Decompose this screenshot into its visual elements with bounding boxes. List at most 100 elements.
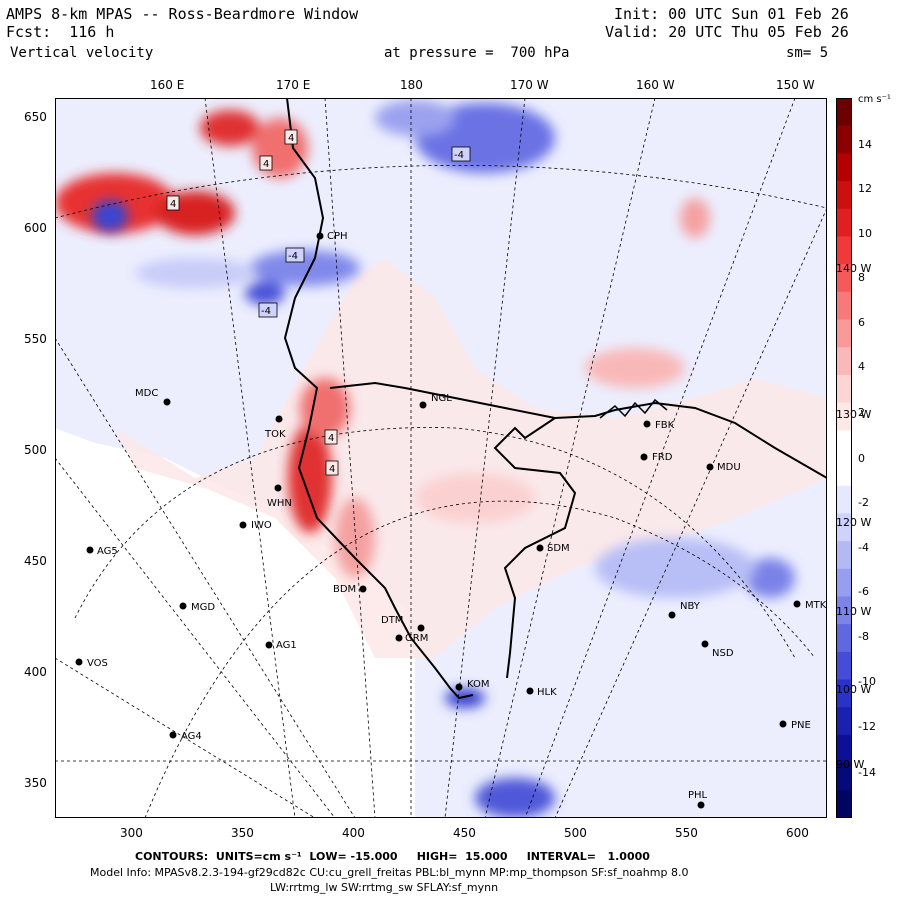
station-label: AG1: [276, 640, 297, 651]
colorbar-swatch: [836, 264, 852, 293]
colorbar-swatch: [836, 485, 852, 514]
station-label: SDM: [547, 543, 570, 554]
contour-labels: 4 4 4 -4 -4 -4 4 4: [166, 129, 471, 476]
station-label: PNE: [791, 720, 811, 731]
lon-label-top: 160 W: [636, 78, 675, 92]
station-label: AG4: [181, 731, 202, 742]
lon-label-top: 160 E: [150, 78, 185, 92]
coastline: [283, 98, 474, 700]
colorbar-swatch: [836, 651, 852, 681]
model-info-physics: LW:rrtmg_lw SW:rrtmg_sw SFLAY:sf_mynn: [270, 881, 499, 894]
x-tick-label: 450: [453, 826, 476, 840]
colorbar-label: -8: [858, 630, 869, 643]
field-name: Vertical velocity: [10, 45, 154, 61]
colorbar-label: 8: [858, 271, 865, 284]
pressure-level: at pressure = 700 hPa: [384, 45, 570, 61]
y-tick-label: 350: [24, 776, 47, 790]
x-tick-label: 350: [231, 826, 254, 840]
colorbar-swatch: [836, 541, 852, 570]
colorbar-label: -14: [858, 766, 876, 779]
colorbar-unit: cm s⁻¹: [858, 94, 891, 105]
x-tick-label: 300: [120, 826, 143, 840]
colorbar-swatch: [836, 347, 852, 376]
valid-time: Valid: 20 UTC Thu 05 Feb 26: [605, 23, 849, 41]
station-label: PHL: [688, 790, 708, 801]
colorbar-swatch: [836, 568, 852, 597]
lon-label-top: 170 W: [510, 78, 549, 92]
colorbar-swatch: [836, 734, 852, 764]
colorbar-frame: [836, 98, 852, 818]
station-label: DTM: [381, 615, 403, 626]
contour-label: -4: [288, 251, 298, 262]
contour-label: 4: [329, 464, 335, 475]
colorbar-swatch: [836, 707, 852, 736]
y-tick-label: 600: [24, 221, 47, 235]
colorbar-swatch: [836, 98, 852, 127]
station-label: HLK: [537, 687, 557, 698]
init-time: Init: 00 UTC Sun 01 Feb 26: [614, 5, 849, 23]
colorbar-swatch: [836, 402, 852, 431]
marie-byrd-coast: [599, 398, 668, 419]
contour-label: 4: [263, 159, 269, 170]
descent-zones: [92, 100, 795, 818]
station-label: GRM: [405, 633, 428, 644]
colorbar-swatch: [836, 153, 852, 182]
colorbar-label: 10: [858, 227, 872, 240]
station-label: MTK: [805, 600, 827, 611]
colorbar-swatch: [836, 679, 852, 708]
y-tick-label: 450: [24, 554, 47, 568]
y-tick-label: 650: [24, 110, 47, 124]
x-tick-label: 550: [675, 826, 698, 840]
contour-label: -4: [454, 150, 464, 161]
station-markers: CPH NGL MDC TOK WHN IWO AG5 MGD BDM DTM …: [75, 231, 827, 809]
colorbar-swatch: [836, 181, 852, 210]
weak-ascent-band: [115, 258, 827, 658]
lon-label-right: 90 W: [836, 758, 865, 771]
colorbar-label: 2: [858, 406, 865, 419]
station-label: VOS: [87, 658, 108, 669]
grounding-line: [493, 417, 577, 679]
smoothing: sm= 5: [786, 45, 829, 61]
contour-label: 4: [328, 433, 334, 444]
contour-info: CONTOURS: UNITS=cm s⁻¹ LOW= -15.000 HIGH…: [135, 850, 650, 863]
vertical-velocity-map: 4 4 4 -4 -4 -4 4 4 CPH NGL MDC TOK WHN I…: [55, 98, 827, 818]
x-tick-label: 600: [786, 826, 809, 840]
station-label: FBK: [655, 420, 675, 431]
lon-label-top: 150 W: [776, 78, 815, 92]
station-label: KOM: [467, 679, 490, 690]
station-label: NGL: [431, 393, 452, 404]
y-tick-label: 400: [24, 665, 47, 679]
station-label: MDC: [135, 388, 158, 399]
colorbar-swatch: [836, 762, 852, 791]
graticule: [55, 98, 827, 818]
lon-label-right: 140 W: [836, 262, 872, 275]
colorbar-swatch: [836, 513, 852, 542]
forecast-hour: Fcst: 116 h: [6, 23, 115, 41]
station-label: IWO: [251, 520, 272, 531]
ice-shelf-front: [329, 381, 827, 479]
contour-label: 4: [170, 199, 176, 210]
colorbar-label: -6: [858, 585, 869, 598]
station-label: BDM: [333, 584, 356, 595]
colorbar-swatch: [836, 319, 852, 348]
station-label: FRD: [652, 452, 673, 463]
colorbar-swatch: [836, 596, 852, 625]
x-tick-label: 400: [342, 826, 365, 840]
colorbar-swatch: [836, 291, 852, 321]
lon-label-top: 170 E: [276, 78, 311, 92]
y-tick-label: 500: [24, 443, 47, 457]
contour-label: -4: [261, 306, 271, 317]
colorbar-label: 4: [858, 360, 865, 373]
colorbar-label: 14: [858, 138, 872, 151]
colorbar-swatch: [836, 236, 852, 265]
station-label: NSD: [712, 648, 734, 659]
lon-label-right: 120 W: [836, 516, 872, 529]
lon-label-right: 100 W: [836, 683, 872, 696]
map-title: AMPS 8-km MPAS -- Ross-Beardmore Window: [6, 5, 359, 23]
station-label: CPH: [327, 231, 348, 242]
model-info: Model Info: MPASv8.2.3-194-gf29cd82c CU:…: [90, 866, 689, 879]
ascent-zones: [55, 110, 710, 578]
colorbar-swatch: [836, 208, 852, 237]
colorbar-label: -4: [858, 541, 869, 554]
colorbar-swatch: [836, 624, 852, 653]
